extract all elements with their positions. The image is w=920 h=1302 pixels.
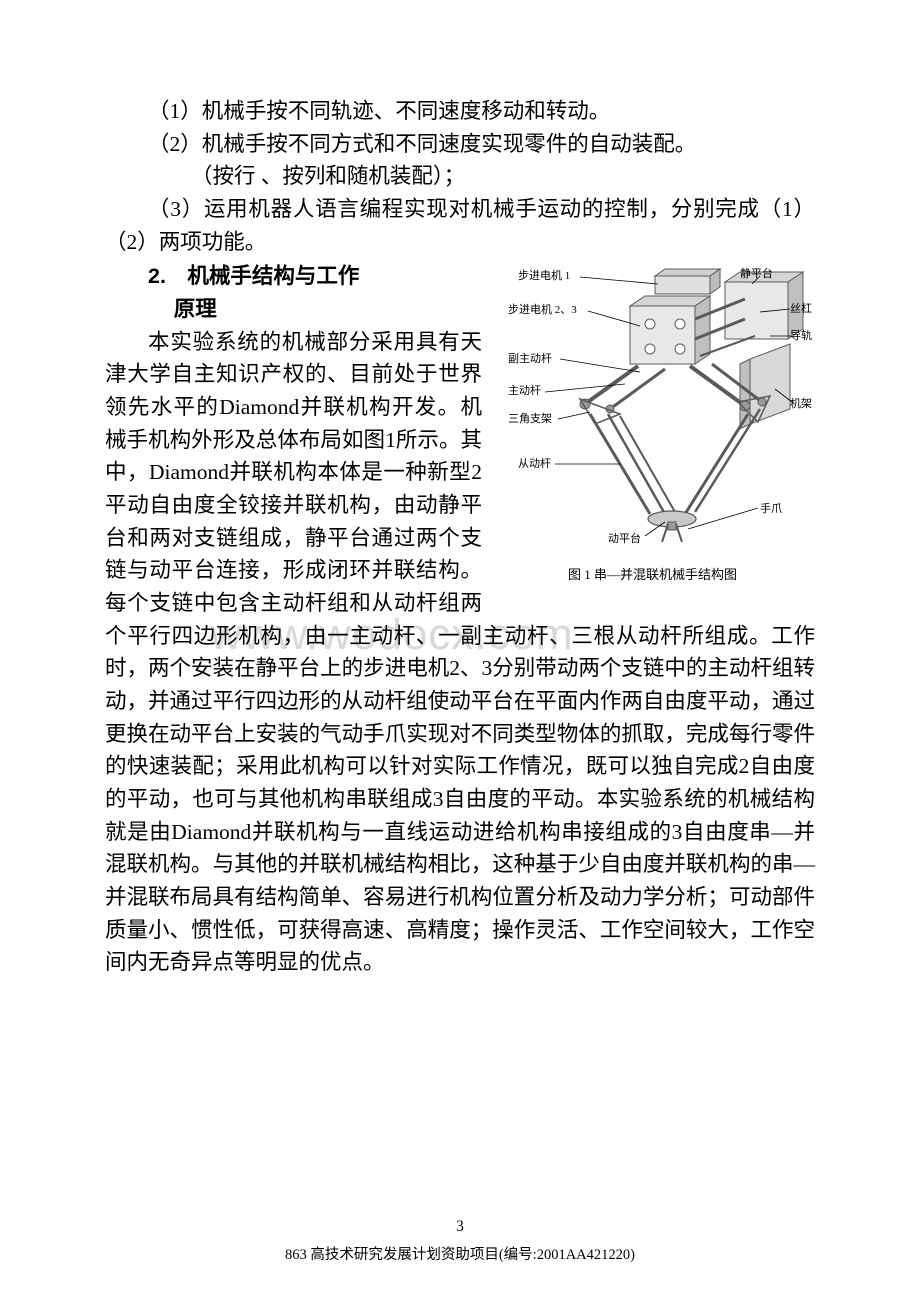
label-aux-active: 副主动杆 <box>508 351 552 365</box>
label-follower: 从动杆 <box>518 456 551 470</box>
content-block: （1）机械手按不同轨迹、不同速度移动和转动。 （2）机械手按不同方式和不同速度实… <box>105 95 815 979</box>
label-rail: 导轨 <box>790 328 812 342</box>
label-active: 主动杆 <box>508 383 541 397</box>
list-item-1: （1）机械手按不同轨迹、不同速度移动和转动。 <box>105 95 815 128</box>
label-moving-platform: 动平台 <box>608 531 641 545</box>
label-screw: 丝杠 <box>790 302 812 315</box>
label-triangle: 三角支架 <box>508 412 552 425</box>
label-static-platform: 静平台 <box>740 266 773 280</box>
list-item-2b: （按行 、按列和随机装配）； <box>105 160 815 193</box>
label-motor23: 步进电机 2、3 <box>508 302 577 316</box>
label-frame: 机架 <box>790 396 812 410</box>
footer-note: 863 高技术研究发展计划资助项目(编号:2001AA421220) <box>0 1243 920 1264</box>
figure-caption: 图 1 串—并混联机械手结构图 <box>490 565 815 585</box>
main-content: （1）机械手按不同轨迹、不同速度移动和转动。 （2）机械手按不同方式和不同速度实… <box>105 95 815 979</box>
figure-1: 步进电机 1 步进电机 2、3 副主动杆 主动杆 三角支架 从动杆 动平台 静平… <box>490 264 815 585</box>
page-number: 3 <box>0 1218 920 1236</box>
list-item-3: （3）运用机器人语言编程实现对机械手运动的控制，分别完成（1）（2）两项功能。 <box>105 193 815 258</box>
section-2: 步进电机 1 步进电机 2、3 副主动杆 主动杆 三角支架 从动杆 动平台 静平… <box>105 260 815 979</box>
label-gripper: 手爪 <box>760 501 782 515</box>
label-motor1: 步进电机 1 <box>518 268 570 282</box>
mechanism-diagram: 步进电机 1 步进电机 2、3 副主动杆 主动杆 三角支架 从动杆 动平台 静平… <box>490 264 815 559</box>
list-item-2a: （2）机械手按不同方式和不同速度实现零件的自动装配。 <box>105 128 815 161</box>
